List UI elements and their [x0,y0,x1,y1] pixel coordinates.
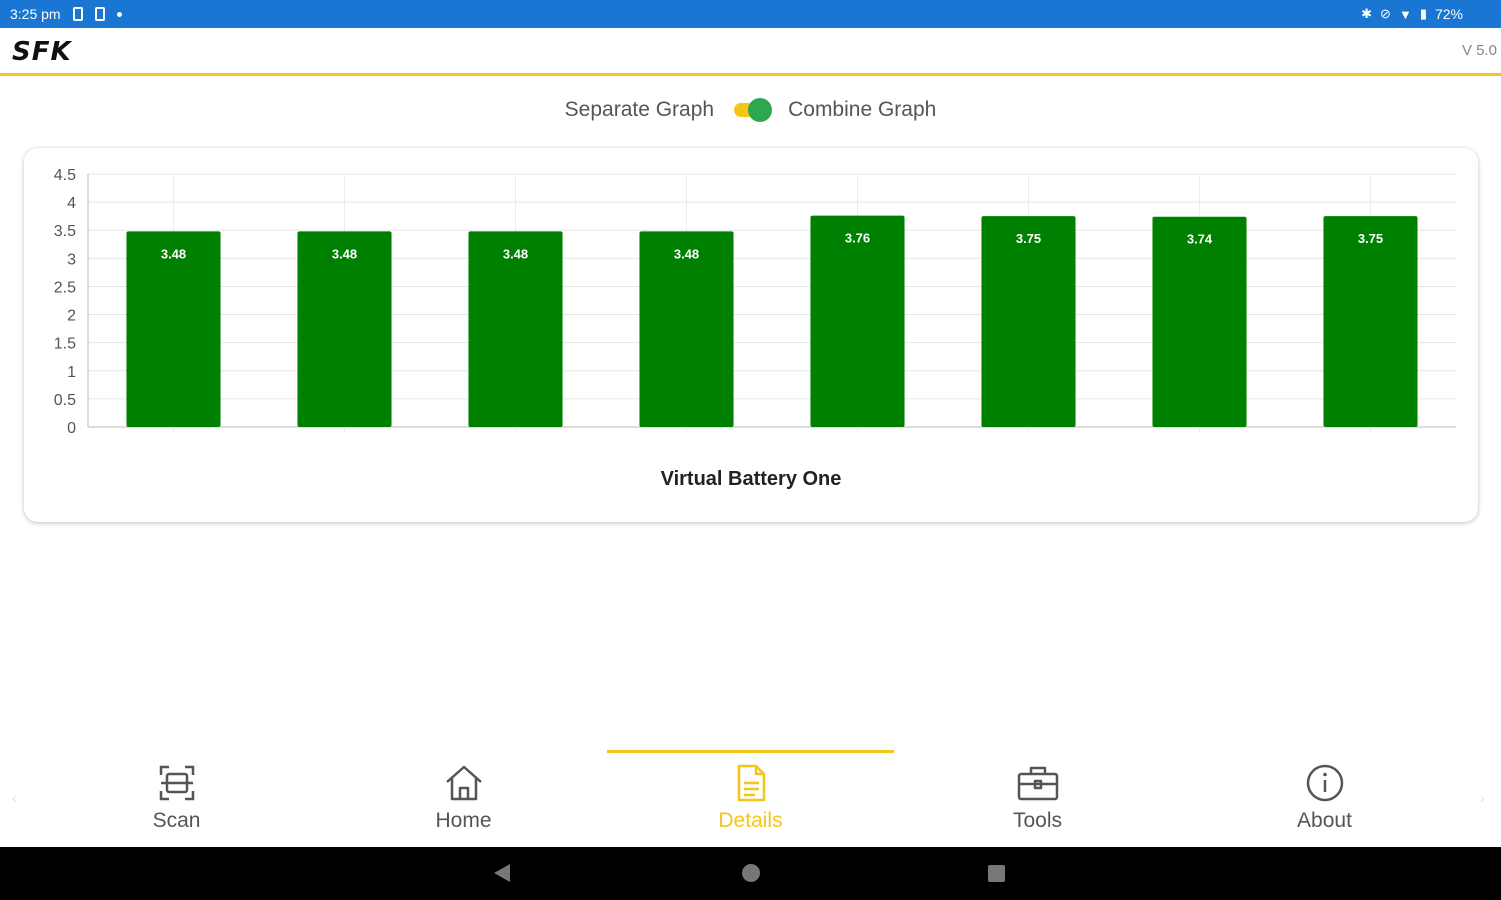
nav-label: Home [435,809,492,832]
bar-chart: 0 0.5 1 1.5 2 2.5 3 3.5 4 4.5 3.48 3.48 3.48 3.48 3.76… [54,167,1456,437]
active-tab-indicator [607,750,894,753]
bar-data-label: 3.74 [1187,232,1213,247]
logo-text: SFK [12,37,72,67]
info-icon [1306,764,1343,802]
bar-data-label: 3.75 [1016,231,1041,246]
y-tick-label: 1 [67,364,76,381]
y-tick-label: 2 [67,308,76,325]
bar [468,231,563,427]
bar [981,216,1076,427]
bar [1152,216,1247,427]
y-tick-label: 4 [67,195,76,212]
nav-scan[interactable]: Scan [33,750,320,847]
status-right: ✱ ⊘ ▼ ▮ 72% [1361,6,1463,22]
nav-label: Scan [152,809,201,832]
sfk-logo: SFK [12,37,72,67]
card-icon [94,7,105,21]
wifi-icon: ▼ [1398,6,1412,22]
bar [639,231,734,427]
recents-icon[interactable] [988,865,1005,882]
vibrate-off-icon: ⊘ [1380,6,1391,21]
status-time: 3:25 pm [10,6,61,22]
nav-label: About [1297,809,1352,832]
bar-data-label: 3.48 [161,246,186,261]
status-left: 3:25 pm [10,6,122,22]
y-tick-label: 3.5 [54,223,76,240]
y-tick-label: 2.5 [54,279,76,296]
scan-icon [159,765,194,801]
dot-icon [116,11,122,17]
bar-data-label: 3.48 [674,246,699,261]
nav-scroll-right-icon[interactable]: › [1480,790,1485,806]
graph-mode-switch[interactable] [732,98,773,122]
document-icon [737,764,765,802]
app-bar: SFK V 5.0 [0,28,1501,76]
battery-icon: ▮ [1419,6,1427,21]
home-circle-icon[interactable] [742,864,760,882]
bottom-nav: Scan Home Details [0,750,1501,847]
app-version: V 5.0 [1461,42,1497,59]
y-tick-label: 3 [67,251,76,268]
bar [126,231,221,427]
bar-data-label: 3.75 [1358,231,1383,246]
back-icon[interactable] [490,861,514,885]
bar [297,231,392,427]
nav-tools[interactable]: Tools [894,750,1181,847]
nav-label: Tools [1012,809,1063,832]
separate-graph-label: Separate Graph [564,98,715,121]
status-bar: 3:25 pm ✱ ⊘ ▼ ▮ 72% [0,0,1501,28]
bar [810,215,905,427]
y-tick-label: 0 [67,420,76,437]
nav-label: Details [718,809,783,832]
bar [1323,216,1418,427]
nav-about[interactable]: About [1181,750,1468,847]
system-nav-bar [0,847,1501,900]
nav-details[interactable]: Details [607,750,894,847]
combine-graph-label: Combine Graph [788,98,937,121]
nav-home[interactable]: Home [320,750,607,847]
sim-icon [72,7,83,21]
home-icon [445,765,482,801]
toolbox-icon [1017,766,1058,801]
nav-scroll-left-icon[interactable]: ‹ [12,790,17,806]
y-tick-label: 4.5 [54,167,76,184]
graph-mode-toggle-row: Separate Graph Combine Graph [0,94,1501,126]
bar-data-label: 3.48 [332,246,357,261]
y-tick-label: 1.5 [54,336,76,353]
status-battery: 72% [1434,6,1463,22]
y-tick-label: 0.5 [54,392,76,409]
bar-data-label: 3.48 [503,246,528,261]
bar-data-label: 3.76 [845,231,870,246]
switch-thumb [748,98,773,122]
chart-title: Virtual Battery One [660,468,842,490]
chart-card: 0 0.5 1 1.5 2 2.5 3 3.5 4 4.5 3.48 3.48 3.48 3.48 3.76… [24,148,1478,522]
bluetooth-icon: ✱ [1361,6,1373,21]
